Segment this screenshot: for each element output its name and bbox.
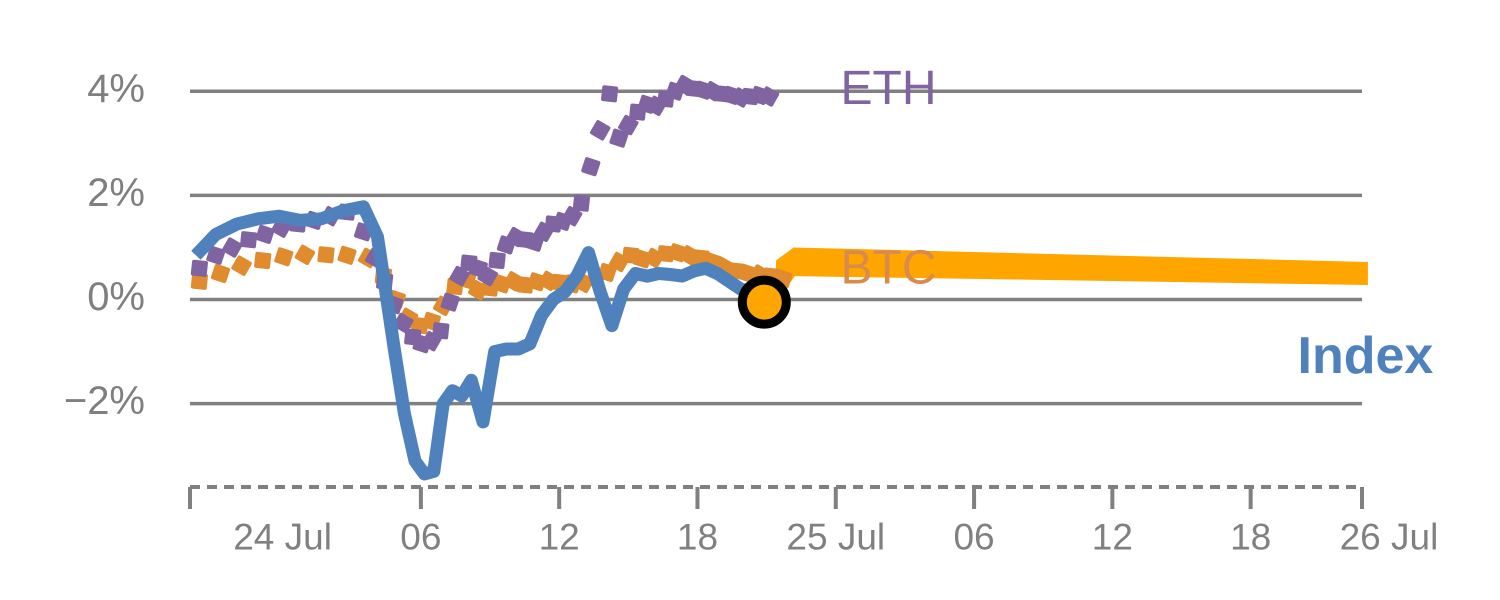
x-axis-tick-labels: 24 Jul 06 12 18 25 Jul 06 12 18 26 Jul — [233, 516, 1438, 557]
btc-dot — [231, 255, 252, 276]
btc-dot — [254, 251, 272, 270]
series-label-btc[interactable]: BTC — [841, 242, 937, 295]
x-tick-label: 25 Jul — [786, 516, 885, 557]
x-tick-label: 18 — [677, 516, 718, 557]
x-tick-label: 18 — [1230, 516, 1271, 557]
y-tick-label: 0% — [87, 275, 145, 319]
eth-dot — [601, 85, 619, 103]
btc-dot — [190, 272, 208, 290]
x-tick-label: 06 — [400, 516, 441, 557]
eth-dot — [609, 128, 629, 148]
x-tick-label: 24 Jul — [233, 516, 332, 557]
current-value-marker[interactable] — [737, 275, 791, 329]
series-label-index[interactable]: Index — [1298, 327, 1434, 385]
eth-dot — [449, 265, 470, 287]
x-tick-label: 12 — [1092, 516, 1133, 557]
index-line-path — [191, 200, 776, 481]
btc-dot — [317, 246, 335, 264]
btc-dot — [274, 247, 294, 267]
btc-dot — [294, 244, 316, 265]
eth-dot — [618, 114, 639, 136]
y-tick-label: 4% — [87, 67, 145, 111]
x-tick-label: 06 — [953, 516, 994, 557]
eth-dot — [561, 206, 583, 227]
series-labels: ETH BTC Index — [841, 62, 1434, 385]
eth-dot — [758, 86, 780, 107]
eth-dot — [572, 194, 590, 212]
eth-dot — [255, 224, 275, 244]
eth-dot — [393, 312, 414, 334]
x-tick-label: 12 — [539, 516, 580, 557]
series-eth-dotted-line — [190, 74, 780, 354]
eth-dot — [240, 231, 258, 249]
forecast-band-area — [776, 247, 1368, 285]
eth-dot — [581, 157, 601, 177]
x-tick-label: 26 Jul — [1340, 516, 1439, 557]
eth-dot — [222, 237, 243, 258]
eth-dot — [477, 265, 498, 287]
eth-dot — [190, 259, 208, 277]
y-tick-label: 2% — [87, 171, 145, 215]
series-label-eth[interactable]: ETH — [841, 62, 937, 115]
x-axis — [188, 485, 1364, 509]
eth-dot — [440, 292, 460, 312]
eth-dot — [488, 251, 506, 270]
series-index-line — [191, 200, 776, 481]
btc-dot — [337, 245, 357, 265]
y-axis-tick-labels: 4% 2% 0% −2% — [64, 67, 145, 423]
marker-core-icon[interactable] — [752, 290, 777, 315]
y-tick-label: −2% — [64, 379, 145, 423]
gridlines — [190, 89, 1362, 406]
eth-dot — [432, 322, 450, 340]
eth-dot — [206, 245, 226, 265]
btc-dot — [210, 263, 231, 284]
eth-dot — [590, 120, 611, 141]
